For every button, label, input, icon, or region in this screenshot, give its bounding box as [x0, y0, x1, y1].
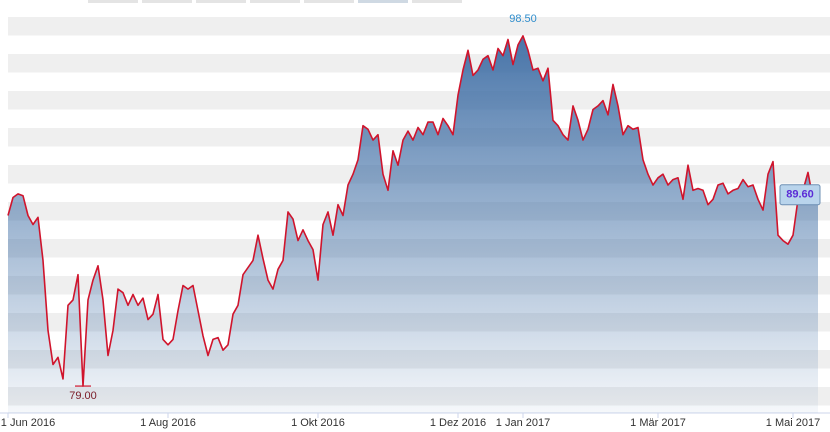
- x-tick-label: 1 Okt 2016: [291, 417, 345, 429]
- price-line: [7, 35, 819, 387]
- min-value-label: 79.00: [69, 390, 97, 402]
- tab[interactable]: [196, 0, 246, 3]
- x-tick-label: 1 Mär 2017: [630, 417, 686, 429]
- area: [8, 35, 818, 414]
- tab[interactable]: [250, 0, 300, 3]
- x-tick-label: 1 Jan 2017: [496, 417, 550, 429]
- last-value-box: [779, 184, 821, 206]
- tab[interactable]: [412, 0, 462, 3]
- max-value-label: 98.50: [509, 13, 537, 25]
- top-tabs: [88, 0, 462, 3]
- tab[interactable]: [304, 0, 354, 3]
- tab[interactable]: [88, 0, 138, 3]
- x-tick-label: 1 Mai 2017: [766, 417, 820, 429]
- x-tick-label: 1 Jun 2016: [1, 417, 55, 429]
- last-value-label: 89.60: [786, 189, 814, 201]
- tab[interactable]: [358, 0, 408, 3]
- x-tick-label: 1 Aug 2016: [140, 417, 196, 429]
- x-tick-label: 1 Dez 2016: [430, 417, 486, 429]
- tab[interactable]: [142, 0, 192, 3]
- plot: 1 Jun 2016 1 Aug 2016 1 Okt 2016 1 Dez 2016…: [1, 13, 821, 429]
